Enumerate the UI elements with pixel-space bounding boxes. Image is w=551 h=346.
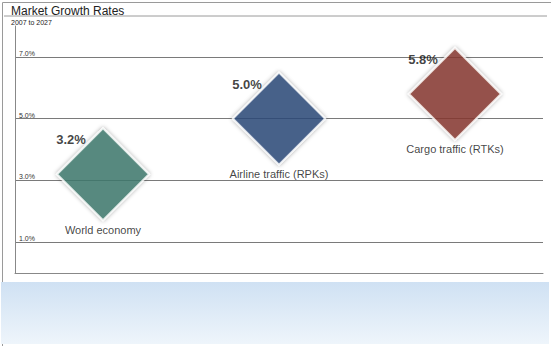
svg-text:Cargo traffic (RTKs): Cargo traffic (RTKs) (406, 143, 503, 155)
svg-text:Market Growth Rates: Market Growth Rates (11, 4, 124, 18)
svg-text:5.8%: 5.8% (408, 52, 438, 67)
svg-text:2007 to 2027: 2007 to 2027 (11, 19, 52, 26)
svg-text:7.0%: 7.0% (19, 50, 35, 57)
svg-text:3.2%: 3.2% (56, 132, 86, 147)
svg-text:World economy: World economy (65, 224, 142, 236)
svg-text:3.0%: 3.0% (19, 173, 35, 180)
svg-text:5.0%: 5.0% (19, 112, 35, 119)
svg-text:5.0%: 5.0% (232, 77, 262, 92)
svg-text:Airline traffic (RPKs): Airline traffic (RPKs) (230, 168, 329, 180)
svg-text:1.0%: 1.0% (19, 235, 35, 242)
